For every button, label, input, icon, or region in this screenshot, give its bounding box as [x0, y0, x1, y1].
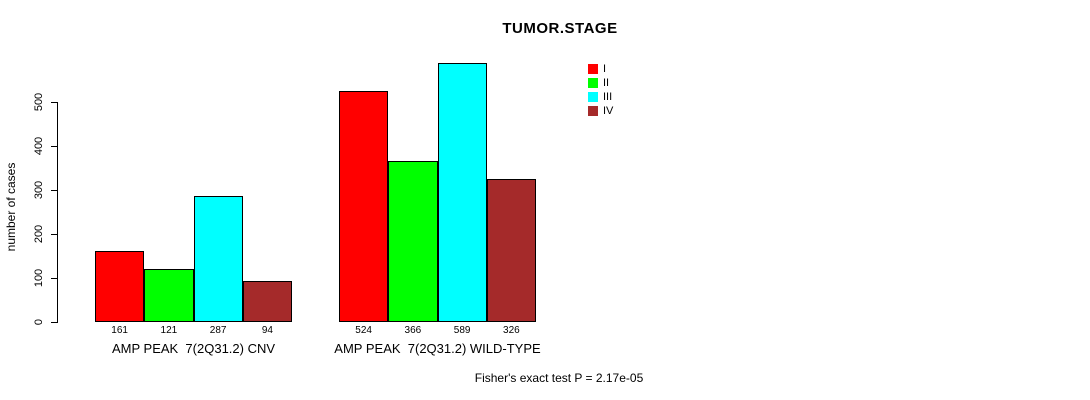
- bar: [95, 251, 145, 322]
- bar-value-label: 326: [503, 325, 520, 336]
- legend-swatch: [588, 78, 598, 88]
- bar-value-label: 589: [453, 325, 471, 336]
- legend-item: IV: [588, 104, 613, 118]
- bar-value-label: 161: [111, 325, 128, 336]
- bar: [486, 178, 536, 322]
- group-label: AMP PEAK 7(2Q31.2) WILD-TYPE: [334, 341, 541, 356]
- y-tick-mark: [51, 322, 57, 323]
- y-tick-label: 500: [33, 92, 45, 112]
- bar-value-label: 287: [209, 325, 227, 336]
- legend-swatch: [588, 92, 598, 102]
- bar: [193, 195, 243, 322]
- y-tick-mark: [51, 234, 57, 235]
- bar: [144, 268, 194, 322]
- legend: I II III IV: [588, 62, 613, 118]
- bar: [388, 160, 438, 322]
- y-tick-label: 0: [33, 318, 45, 326]
- y-tick-mark: [51, 278, 57, 279]
- y-tick-label: 200: [33, 224, 45, 244]
- annotation-text: Fisher's exact test P = 2.17e-05: [474, 371, 644, 385]
- y-tick-label: 400: [33, 136, 45, 156]
- legend-swatch: [588, 106, 598, 116]
- y-tick-label: 300: [33, 180, 45, 200]
- y-tick-mark: [51, 146, 57, 147]
- y-axis-line: [57, 102, 58, 323]
- group-label: AMP PEAK 7(2Q31.2) CNV: [111, 341, 276, 356]
- legend-swatch: [588, 64, 598, 74]
- legend-label: III: [603, 91, 613, 103]
- legend-item: III: [588, 90, 613, 104]
- bar: [339, 91, 389, 322]
- y-tick-label: 100: [33, 268, 45, 288]
- legend-label: IV: [603, 105, 614, 117]
- legend-label: I: [603, 63, 607, 75]
- legend-item: II: [588, 76, 613, 90]
- y-tick-mark: [51, 190, 57, 191]
- legend-label: II: [603, 77, 610, 89]
- y-tick-mark: [51, 102, 57, 103]
- legend-item: I: [588, 62, 613, 76]
- bar: [437, 62, 487, 322]
- y-axis-label: number of cases: [4, 162, 18, 252]
- bar: [242, 280, 292, 322]
- bar-value-label: 524: [355, 325, 372, 336]
- bar-value-label: 94: [261, 325, 273, 336]
- chart-title: TUMOR.STAGE: [502, 20, 618, 37]
- bar-value-label: 366: [404, 325, 422, 336]
- bar-value-label: 121: [160, 325, 178, 336]
